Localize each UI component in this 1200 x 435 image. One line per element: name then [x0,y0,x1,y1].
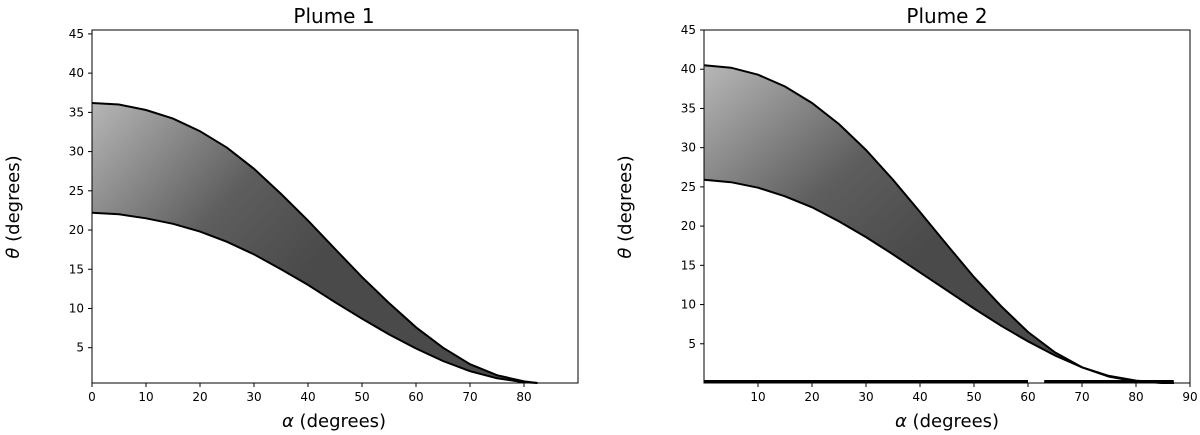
y-axis-unit: (degrees) [3,155,24,242]
x-tick-label: 70 [462,390,477,404]
y-axis-ticks: 5 10 15 20 25 30 35 40 45 [69,27,92,355]
y-tick-label: 15 [681,258,696,272]
y-tick-label: 20 [681,219,696,233]
x-tick-label: 90 [1182,390,1197,404]
y-tick-label: 45 [69,27,84,41]
x-tick-label: 40 [300,390,315,404]
x-tick-label: 10 [138,390,153,404]
x-tick-label: 50 [966,390,981,404]
y-tick-label: 10 [69,301,84,315]
y-tick-label: 20 [69,223,84,237]
plot-area [703,64,1174,384]
x-tick-label: 30 [246,390,261,404]
y-axis-label: θ (degrees) [615,155,636,258]
y-tick-label: 25 [681,180,696,194]
y-tick-label: 35 [69,105,84,119]
x-axis-ticks: 0 10 20 30 40 50 60 70 80 [88,383,532,404]
x-tick-label: 40 [912,390,927,404]
x-tick-label: 0 [88,390,96,404]
x-axis-symbol: α [895,411,907,432]
x-tick-label: 80 [516,390,531,404]
y-tick-label: 5 [688,337,696,351]
band-fill [704,65,1174,384]
y-tick-label: 5 [76,341,84,355]
y-axis-label: θ (degrees) [3,155,24,258]
band-fill [92,103,538,383]
chart-title: Plume 2 [906,4,987,28]
y-tick-label: 10 [681,298,696,312]
y-axis-symbol: θ [3,248,24,259]
x-axis-symbol: α [282,411,294,432]
y-tick-label: 15 [69,262,84,276]
x-tick-label: 10 [750,390,765,404]
y-axis-ticks: 5 10 15 20 25 30 35 40 45 [681,23,704,351]
y-tick-label: 30 [69,145,84,159]
x-tick-label: 50 [354,390,369,404]
x-tick-label: 60 [408,390,423,404]
x-tick-label: 80 [1128,390,1143,404]
x-tick-label: 30 [858,390,873,404]
x-axis-unit: (degrees) [913,411,1000,432]
y-tick-label: 25 [69,184,84,198]
axes-frame [703,29,1191,384]
y-tick-label: 40 [681,62,696,76]
y-tick-label: 40 [69,66,84,80]
plot-area [91,102,538,384]
y-tick-label: 45 [681,23,696,37]
x-tick-label: 20 [804,390,819,404]
x-axis-unit: (degrees) [300,411,387,432]
upper-boundary-line [91,102,538,384]
x-tick-label: 70 [1074,390,1089,404]
plume-1-chart: Plume 1 0 10 20 30 40 50 60 70 80 5 10 15 20 25 30 35 4… [3,4,579,432]
plume-2-chart: Plume 2 10 20 30 40 50 60 70 80 90 5 10 15 20 25 30 35… [615,4,1198,432]
y-tick-label: 30 [681,141,696,155]
x-axis-label: α (degrees) [282,411,386,432]
x-axis-ticks: 10 20 30 40 50 60 70 80 90 [750,383,1198,404]
x-axis-label: α (degrees) [895,411,999,432]
lower-boundary-line [91,211,538,384]
chart-title: Plume 1 [293,4,374,28]
axes-frame [91,29,579,384]
x-tick-label: 20 [192,390,207,404]
x-tick-label: 60 [1020,390,1035,404]
y-tick-label: 35 [681,101,696,115]
y-axis-symbol: θ [615,248,636,259]
lower-boundary-line [703,178,1174,384]
y-axis-unit: (degrees) [615,155,636,242]
